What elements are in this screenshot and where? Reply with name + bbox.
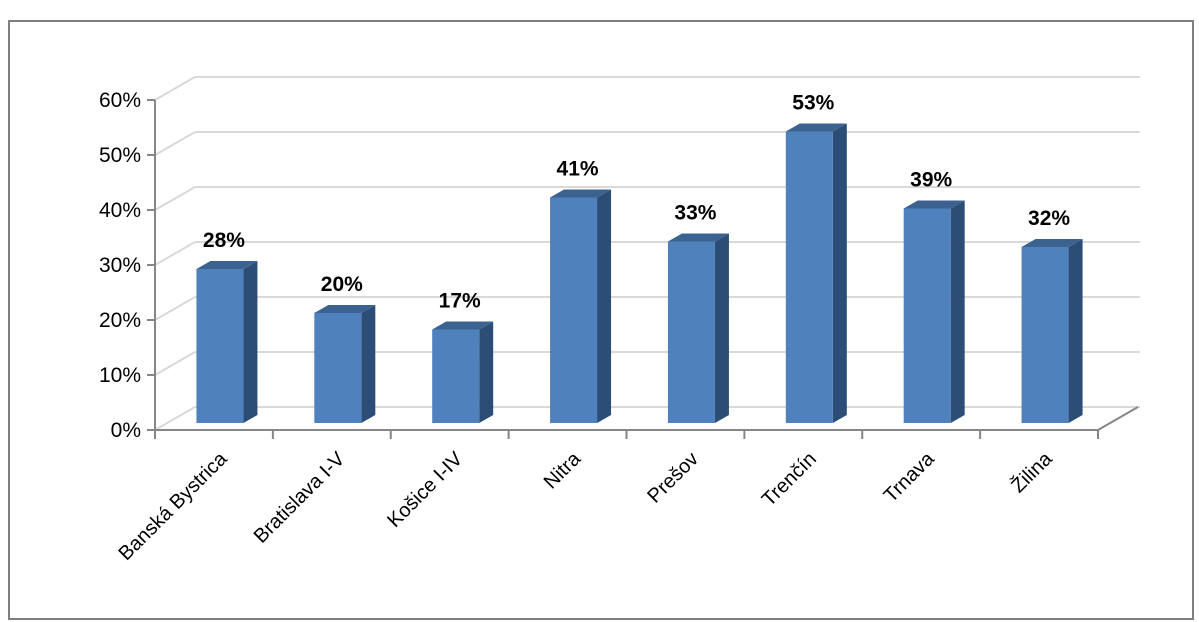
bar-side bbox=[597, 189, 612, 423]
bar-side bbox=[479, 321, 494, 423]
x-tick-label: Košice I-IV bbox=[383, 448, 467, 532]
bar bbox=[196, 261, 258, 423]
bar-front bbox=[432, 329, 480, 423]
bar-front bbox=[196, 269, 244, 423]
bar bbox=[432, 321, 494, 423]
y-tick-label: 50% bbox=[99, 144, 141, 167]
bar-front bbox=[903, 208, 951, 423]
x-tick-label: Žilina bbox=[1007, 447, 1058, 498]
y-tick-label: 40% bbox=[99, 199, 141, 222]
floor-right-edge bbox=[1097, 406, 1139, 431]
data-label: 17% bbox=[439, 290, 481, 313]
gridlines bbox=[154, 76, 1140, 431]
data-label: 39% bbox=[910, 169, 952, 192]
x-tick-label: Nitra bbox=[540, 447, 586, 493]
data-label: 28% bbox=[203, 229, 245, 252]
data-label: 33% bbox=[674, 202, 716, 225]
bar-top bbox=[903, 200, 965, 209]
bar-front bbox=[667, 241, 715, 423]
y-tick-label: 0% bbox=[111, 419, 141, 442]
data-label: 41% bbox=[557, 158, 599, 181]
x-tick-label: Bratislava I-V bbox=[250, 448, 350, 548]
bar-side bbox=[1068, 239, 1083, 423]
bar-chart: 0% 10% 20% 30% 40% 50% 60% 28% 20% 17% 41% 33% 53% 3… bbox=[99, 76, 1140, 565]
bar-top bbox=[785, 123, 847, 132]
gridline-diagonal bbox=[154, 351, 196, 376]
y-axis-ticks: 0% 10% 20% 30% 40% 50% 60% bbox=[99, 89, 141, 442]
bar-top bbox=[314, 305, 376, 313]
bars bbox=[196, 123, 1083, 423]
y-tick-label: 20% bbox=[99, 309, 141, 332]
bar bbox=[785, 123, 847, 423]
y-tick-label: 10% bbox=[99, 364, 141, 387]
data-label: 53% bbox=[792, 92, 834, 115]
x-tick-label: Trnava bbox=[880, 447, 940, 507]
bar-side bbox=[714, 233, 729, 423]
bar bbox=[667, 233, 729, 423]
bar-side bbox=[243, 261, 258, 423]
data-labels: 28% 20% 17% 41% 33% 53% 39% 32% bbox=[203, 92, 1070, 313]
bar-top bbox=[667, 233, 729, 242]
y-tick-label: 60% bbox=[99, 89, 141, 112]
data-label: 32% bbox=[1028, 207, 1070, 230]
bar-top bbox=[550, 189, 612, 198]
gridline-diagonal bbox=[154, 186, 196, 211]
bar-side bbox=[361, 305, 376, 423]
gridline-diagonal bbox=[154, 131, 196, 156]
gridline-diagonal bbox=[154, 241, 196, 266]
bar bbox=[314, 305, 376, 423]
bar-side bbox=[950, 200, 965, 423]
bar-top bbox=[432, 321, 494, 330]
bar-side bbox=[832, 123, 847, 423]
bar-top bbox=[1021, 239, 1083, 247]
bar bbox=[550, 189, 612, 423]
chart-frame: 0% 10% 20% 30% 40% 50% 60% 28% 20% 17% 41% 33% 53% 3… bbox=[8, 20, 1194, 620]
data-label: 20% bbox=[321, 273, 363, 296]
bar bbox=[903, 200, 965, 423]
bar-front bbox=[314, 313, 362, 423]
bar-front bbox=[550, 197, 598, 423]
x-tick-label: Prešov bbox=[643, 448, 703, 508]
category-labels: Banská Bystrica Bratislava I-V Košice I-IV… bbox=[115, 447, 1058, 565]
bar bbox=[1021, 239, 1083, 423]
bar-front bbox=[785, 131, 833, 423]
bar-front bbox=[1021, 247, 1069, 423]
x-tick-label: Trenčín bbox=[758, 448, 821, 511]
gridline-diagonal bbox=[154, 406, 196, 431]
y-tick-label: 30% bbox=[99, 254, 141, 277]
gridline-diagonal bbox=[154, 76, 196, 101]
axes bbox=[147, 99, 1139, 439]
x-tick-label: Banská Bystrica bbox=[115, 447, 233, 565]
bar-top bbox=[196, 261, 258, 269]
gridline-diagonal bbox=[154, 296, 196, 321]
